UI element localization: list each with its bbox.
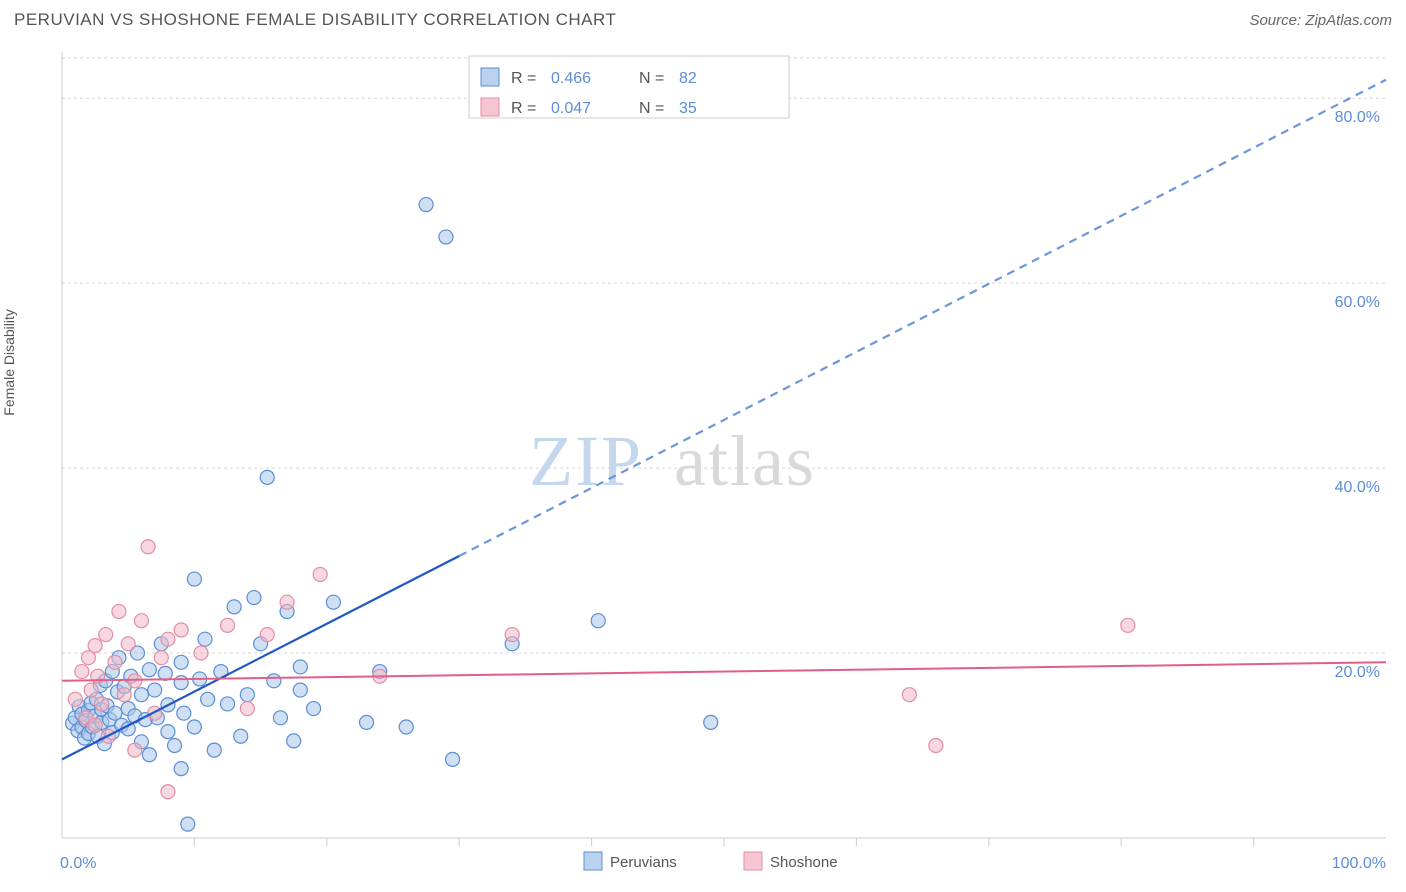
legend-n-label: N =: [639, 70, 664, 87]
data-point: [134, 688, 148, 702]
data-point: [260, 628, 274, 642]
data-point: [84, 683, 98, 697]
y-tick-label: 80.0%: [1335, 109, 1380, 126]
data-point: [287, 734, 301, 748]
data-point: [439, 230, 453, 244]
data-point: [198, 632, 212, 646]
data-point: [194, 646, 208, 660]
data-point: [75, 665, 89, 679]
chart-header: PERUVIAN VS SHOSHONE FEMALE DISABILITY C…: [14, 10, 1392, 30]
data-point: [161, 785, 175, 799]
data-point: [142, 748, 156, 762]
data-point: [280, 595, 294, 609]
data-point: [227, 600, 241, 614]
data-point: [128, 743, 142, 757]
data-point: [260, 470, 274, 484]
data-point: [174, 762, 188, 776]
data-point: [267, 674, 281, 688]
legend-n-value: 35: [679, 100, 697, 117]
data-point: [177, 706, 191, 720]
data-point: [187, 572, 201, 586]
data-point: [247, 591, 261, 605]
data-point: [142, 663, 156, 677]
data-point: [181, 817, 195, 831]
data-point: [240, 688, 254, 702]
data-point: [68, 692, 82, 706]
legend-swatch: [744, 852, 762, 870]
data-point: [313, 567, 327, 581]
data-point: [88, 718, 102, 732]
trend-line: [62, 662, 1386, 680]
legend-r-value: 0.466: [551, 70, 591, 87]
data-point: [273, 711, 287, 725]
x-tick-label: 100.0%: [1332, 855, 1386, 872]
legend-swatch: [481, 68, 499, 86]
data-point: [207, 743, 221, 757]
data-point: [399, 720, 413, 734]
data-point: [326, 595, 340, 609]
y-tick-label: 40.0%: [1335, 479, 1380, 496]
data-point: [141, 540, 155, 554]
data-point: [221, 618, 235, 632]
data-point: [174, 623, 188, 637]
legend-r-label: R =: [511, 100, 536, 117]
data-point: [99, 628, 113, 642]
x-tick-label: 0.0%: [60, 855, 96, 872]
legend-series-label: Shoshone: [770, 854, 838, 871]
data-point: [134, 614, 148, 628]
y-tick-label: 60.0%: [1335, 294, 1380, 311]
legend-n-label: N =: [639, 100, 664, 117]
legend-n-value: 82: [679, 70, 697, 87]
data-point: [108, 655, 122, 669]
data-point: [1121, 618, 1135, 632]
chart-source: Source: ZipAtlas.com: [1249, 12, 1392, 29]
data-point: [201, 692, 215, 706]
data-point: [117, 688, 131, 702]
scatter-plot: 20.0% 40.0% 60.0% 80.0% ZIP atlas 0.0% 100.0% R …: [14, 44, 1392, 878]
data-point: [174, 676, 188, 690]
chart-title: PERUVIAN VS SHOSHONE FEMALE DISABILITY C…: [14, 10, 616, 30]
data-point: [446, 752, 460, 766]
data-point: [121, 637, 135, 651]
data-point: [293, 660, 307, 674]
data-point: [293, 683, 307, 697]
data-point: [88, 639, 102, 653]
legend-swatch: [481, 98, 499, 116]
data-point: [161, 632, 175, 646]
chart-container: Female Disability 20.0%40.0%60.0%80.0%ZI…: [14, 44, 1392, 878]
svg-text:atlas: atlas: [674, 421, 816, 501]
data-point: [112, 604, 126, 618]
data-point: [240, 702, 254, 716]
data-point: [95, 697, 109, 711]
trend-line-extrapolated: [459, 80, 1386, 556]
data-point: [307, 702, 321, 716]
data-point: [221, 697, 235, 711]
y-axis-label: Female Disability: [1, 309, 17, 416]
legend-r-value: 0.047: [551, 100, 591, 117]
data-point: [929, 739, 943, 753]
data-point: [902, 688, 916, 702]
y-tick-label: 20.0%: [1335, 664, 1380, 681]
legend-swatch: [584, 852, 602, 870]
data-point: [161, 725, 175, 739]
data-point: [419, 198, 433, 212]
svg-text:ZIP: ZIP: [529, 421, 643, 501]
watermark: ZIP atlas: [529, 421, 816, 501]
legend-r-label: R =: [511, 70, 536, 87]
data-point: [360, 715, 374, 729]
data-point: [154, 651, 168, 665]
legend-series-label: Peruvians: [610, 854, 677, 871]
data-point: [591, 614, 605, 628]
data-point: [148, 683, 162, 697]
data-point: [174, 655, 188, 669]
data-point: [187, 720, 201, 734]
data-point: [704, 715, 718, 729]
data-point: [505, 628, 519, 642]
data-point: [168, 739, 182, 753]
data-point: [234, 729, 248, 743]
